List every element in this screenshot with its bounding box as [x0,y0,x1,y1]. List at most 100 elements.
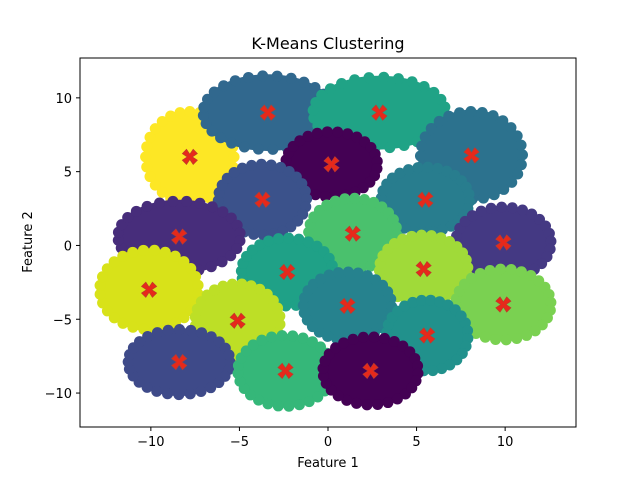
cluster-point [315,273,327,285]
cluster-point [329,195,341,207]
cluster-point [339,193,351,205]
cluster-point [500,334,512,346]
y-axis-label: Feature 2 [21,211,36,273]
cluster-point [205,331,217,343]
cluster-point [174,323,186,335]
cluster-point [490,333,502,345]
cluster-point [525,270,537,282]
cluster-point [425,230,437,242]
cluster-point [516,149,528,161]
cluster-point [263,235,275,247]
cluster-point [293,399,305,411]
cluster-point [194,197,206,209]
cluster-point [101,263,113,275]
cluster-3 [307,71,452,154]
cluster-point [414,150,426,162]
cluster-point [308,112,320,124]
cluster-point [287,330,299,342]
cluster-point [342,266,354,278]
cluster-point [418,80,430,92]
x-tick-label: 0 [324,435,332,450]
y-tick-label: −5 [53,313,72,328]
cluster-point [428,86,440,98]
cluster-point [512,168,524,180]
centroid-marker-18 [171,353,188,371]
cluster-point [496,201,508,213]
cluster-point [151,385,163,397]
cluster-point [364,260,376,272]
centroid-marker-2 [259,104,276,121]
cluster-point [223,349,235,361]
cluster-point [322,330,334,342]
cluster-point [336,78,348,90]
cluster-point [195,386,207,398]
cluster-point [515,159,527,171]
cluster-point [349,74,361,86]
cluster-point [226,137,238,149]
centroid-marker-5 [323,156,340,173]
cluster-point [181,195,193,207]
cluster-point [470,327,482,339]
cluster-point [274,310,286,322]
cluster-point [427,365,439,377]
cluster-point [332,126,344,138]
cluster-point [505,264,517,276]
y-tick-label: 10 [55,92,72,107]
y-axis: −10 −5 0 5 10 [45,92,80,402]
cluster-point [303,396,315,408]
cluster-point [416,294,428,306]
cluster-point [390,221,402,233]
cluster-point [245,280,257,292]
cluster-point [112,234,124,246]
cluster-point [256,334,268,346]
cluster-point [309,189,321,201]
cluster-point [368,196,380,208]
cluster-point [141,161,153,173]
cluster-point [378,332,390,344]
cluster-point [545,296,557,308]
cluster-point [341,394,353,406]
cluster-point [127,246,139,258]
cluster-point [178,256,190,268]
cluster-point [351,397,363,409]
cluster-point [293,233,305,245]
cluster-point [526,208,538,220]
cluster-point [394,167,406,179]
centroid-marker-1 [181,148,198,166]
cluster-point [432,162,444,174]
cluster-point [474,268,486,280]
cluster-point [425,122,437,134]
cluster-point [466,272,478,284]
y-tick-label: 0 [64,239,72,254]
cluster-point [117,317,129,329]
cluster-point [144,131,156,143]
cluster-point [332,267,344,279]
cluster-point [361,399,373,411]
cluster-point [361,270,373,282]
cluster-point [97,297,109,309]
cluster-point [192,279,204,291]
cluster-point [276,330,288,342]
cluster-point [178,312,190,324]
cluster-point [338,337,350,349]
cluster-point [352,267,364,279]
cluster-point [232,367,244,379]
cluster-point [162,388,174,400]
cluster-point [477,192,489,204]
cluster-point [357,182,369,194]
cluster-point [167,195,179,207]
cluster-point [306,336,318,348]
cluster-point [266,331,278,343]
cluster-point [184,106,196,118]
cluster-point [197,110,209,122]
cluster-point [485,202,497,214]
cluster-point [159,246,171,258]
cluster-point [529,325,541,337]
cluster-point [169,250,181,262]
cluster-point [134,336,146,348]
cluster-point [137,244,149,256]
cluster-point [130,205,142,217]
cluster-point [229,75,241,87]
cluster-point [297,332,309,344]
cluster-point [206,201,218,213]
